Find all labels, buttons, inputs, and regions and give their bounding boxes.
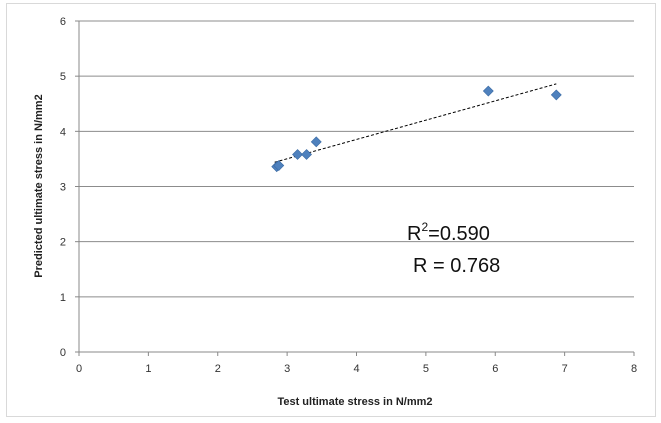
x-tick-label: 0: [76, 363, 82, 375]
data-point: [301, 149, 312, 160]
data-points: [271, 85, 562, 173]
r-squared-value: =0.590: [428, 223, 490, 245]
x-tick-label: 6: [492, 363, 498, 375]
gridlines: [79, 20, 634, 298]
x-tick-label: 1: [145, 363, 151, 375]
data-point: [292, 149, 303, 160]
trendline: [274, 83, 557, 163]
y-tick-label: 2: [60, 237, 66, 249]
y-axis-title: Predicted ultimate stress in N/mm2: [33, 94, 45, 277]
r-squared-annotation: R2=0.590: [407, 220, 490, 245]
r-annotation: R = 0.768: [413, 255, 500, 277]
x-tick-label: 3: [284, 363, 290, 375]
x-tick-label: 5: [423, 363, 429, 375]
x-tick-label: 8: [631, 363, 637, 375]
y-tick-label: 0: [60, 347, 66, 359]
r-squared-prefix: R: [407, 223, 421, 245]
y-tick-label: 6: [60, 16, 66, 28]
x-axis-title: Test ultimate stress in N/mm2: [277, 396, 432, 408]
data-point: [550, 89, 562, 101]
data-point: [273, 160, 285, 171]
x-tick-label: 2: [215, 363, 221, 375]
chart-frame: [6, 3, 656, 417]
x-tick-label: 7: [562, 363, 568, 375]
y-tick-labels: 0 1 2 3 4 5 6: [60, 16, 79, 359]
data-point: [482, 85, 494, 97]
data-point: [310, 136, 322, 148]
x-tick-labels: 0 1 2 3 4 5 6 7 8: [76, 352, 637, 375]
y-tick-label: 4: [60, 126, 66, 138]
y-tick-label: 1: [60, 292, 66, 304]
r-squared-superscript: 2: [421, 220, 428, 234]
y-tick-label: 3: [60, 182, 66, 194]
x-tick-label: 4: [353, 363, 359, 375]
y-tick-label: 5: [60, 71, 66, 83]
